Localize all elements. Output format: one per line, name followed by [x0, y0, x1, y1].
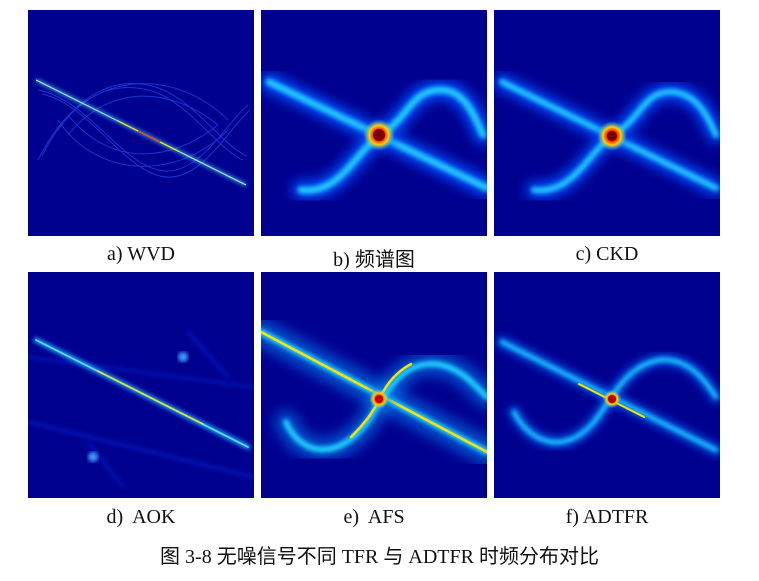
adtfr-image	[496, 336, 720, 456]
panel-wvd	[28, 10, 254, 236]
aok-image	[28, 331, 254, 488]
panel-spectrogram	[261, 10, 487, 236]
caption-wvd: a) WVD	[107, 243, 175, 265]
caption-ckd: c) CKD	[575, 243, 639, 265]
caption-adtfr: f) ADTFR	[565, 506, 649, 528]
spectrogram-image	[261, 73, 487, 200]
panel-adtfr	[494, 272, 720, 498]
ckd-image	[494, 74, 720, 199]
afs-image	[261, 318, 487, 466]
figure-caption: 图 3-8 无噪信号不同 TFR 与 ADTFR 时频分布对比	[160, 546, 599, 568]
wvd-image	[35, 78, 251, 187]
panel-afs	[261, 272, 487, 498]
panel-ckd	[494, 10, 720, 236]
panel-aok	[28, 272, 254, 498]
caption-aok: d) AOK	[106, 506, 176, 528]
caption-afs: e) AFS	[343, 506, 405, 528]
caption-spectrogram: b) 频谱图	[333, 249, 415, 271]
